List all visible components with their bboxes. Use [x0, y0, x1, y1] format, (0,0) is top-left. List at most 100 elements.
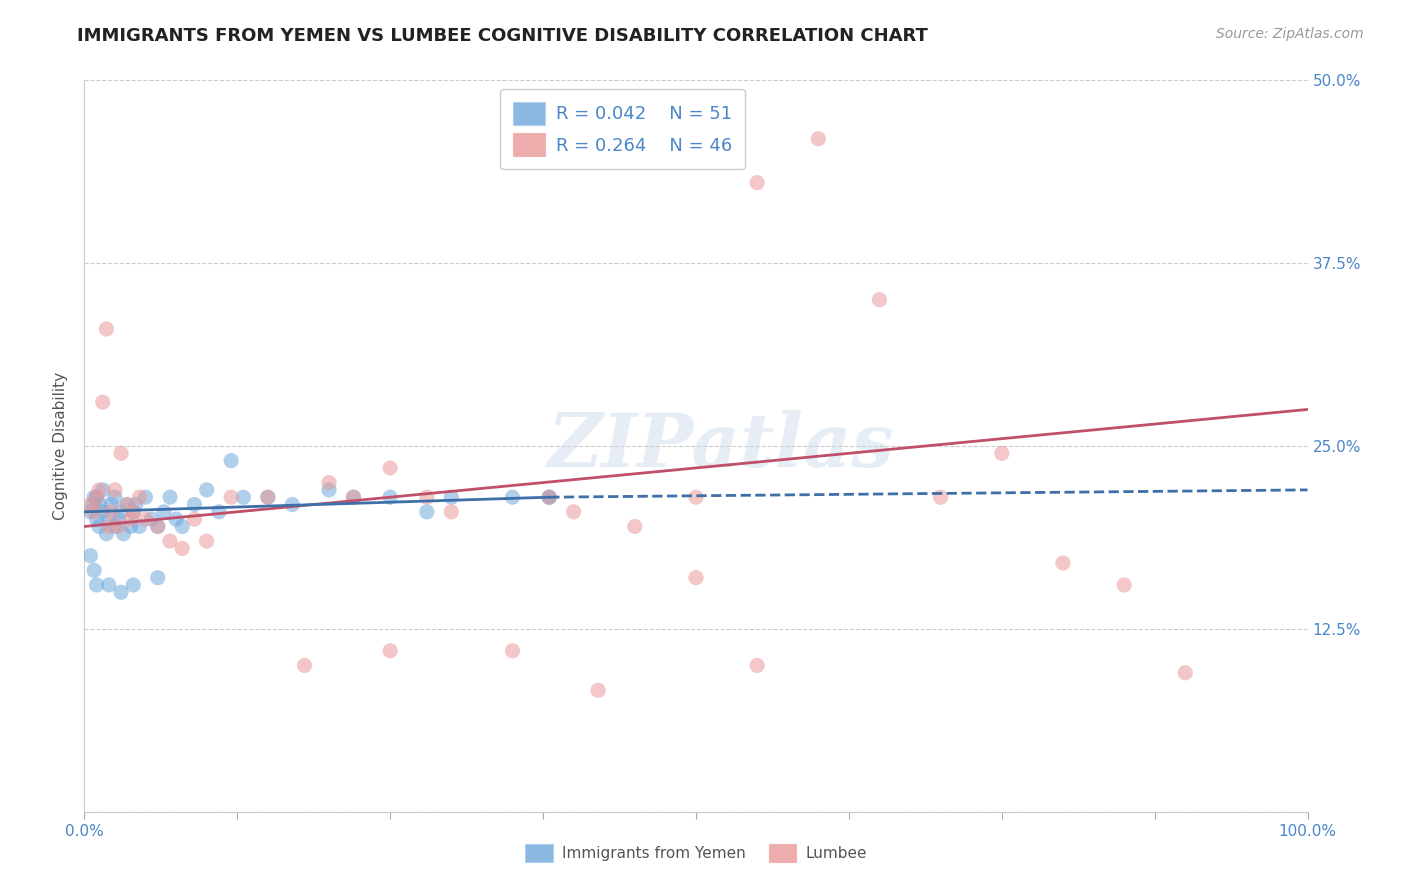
Point: [107, 512, 129, 526]
Point: [159, 490, 181, 504]
Point: [440, 505, 463, 519]
Point: [257, 490, 280, 504]
Point: [416, 490, 439, 504]
Point: [538, 490, 561, 504]
Point: [97, 519, 120, 533]
Point: [1052, 556, 1074, 570]
Point: [146, 571, 169, 585]
Point: [112, 526, 135, 541]
Point: [91, 505, 114, 519]
Point: [624, 519, 647, 533]
Point: [86, 512, 108, 526]
Point: [342, 490, 364, 504]
Point: [104, 483, 127, 497]
Point: [122, 505, 145, 519]
Point: [538, 490, 561, 504]
Text: Source: ZipAtlas.com: Source: ZipAtlas.com: [1216, 27, 1364, 41]
Point: [257, 490, 280, 504]
Point: [183, 498, 205, 512]
Point: [991, 446, 1014, 460]
Point: [87, 519, 110, 533]
Point: [146, 519, 169, 533]
Point: [195, 483, 218, 497]
Point: [538, 490, 561, 504]
Point: [120, 519, 142, 533]
Point: [120, 512, 142, 526]
Y-axis label: Cognitive Disability: Cognitive Disability: [53, 372, 69, 520]
Point: [100, 498, 122, 512]
Point: [208, 505, 231, 519]
Point: [562, 505, 585, 519]
Point: [380, 461, 402, 475]
Point: [146, 519, 169, 533]
Point: [318, 483, 340, 497]
Point: [79, 498, 101, 512]
Point: [281, 498, 304, 512]
Point: [83, 563, 105, 577]
Point: [869, 293, 891, 307]
Legend: Immigrants from Yemen, Lumbee: Immigrants from Yemen, Lumbee: [517, 836, 875, 870]
Point: [87, 483, 110, 497]
Point: [82, 498, 104, 512]
Point: [128, 519, 150, 533]
Point: [929, 490, 952, 504]
Point: [97, 512, 120, 526]
Point: [86, 578, 108, 592]
Point: [165, 512, 187, 526]
Point: [586, 683, 609, 698]
Point: [380, 490, 402, 504]
Point: [83, 490, 105, 504]
Point: [440, 490, 463, 504]
Point: [159, 534, 181, 549]
Point: [91, 395, 114, 409]
Point: [195, 534, 218, 549]
Point: [91, 483, 114, 497]
Point: [183, 512, 205, 526]
Point: [96, 526, 118, 541]
Point: [86, 490, 108, 504]
Point: [232, 490, 254, 504]
Point: [172, 541, 194, 556]
Text: IMMIGRANTS FROM YEMEN VS LUMBEE COGNITIVE DISABILITY CORRELATION CHART: IMMIGRANTS FROM YEMEN VS LUMBEE COGNITIV…: [77, 27, 928, 45]
Point: [416, 505, 439, 519]
Point: [807, 132, 830, 146]
Point: [97, 578, 120, 592]
Point: [318, 475, 340, 490]
Point: [122, 578, 145, 592]
Point: [122, 505, 145, 519]
Point: [685, 490, 707, 504]
Point: [135, 490, 157, 504]
Point: [502, 644, 524, 658]
Point: [79, 549, 101, 563]
Point: [107, 519, 129, 533]
Point: [96, 322, 118, 336]
Point: [79, 505, 101, 519]
Text: ZIPatlas: ZIPatlas: [547, 409, 894, 483]
Point: [110, 585, 132, 599]
Point: [747, 658, 769, 673]
Point: [342, 490, 364, 504]
Point: [219, 490, 242, 504]
Point: [83, 505, 105, 519]
Point: [110, 505, 132, 519]
Point: [1174, 665, 1197, 680]
Point: [153, 505, 176, 519]
Point: [135, 512, 157, 526]
Point: [115, 498, 138, 512]
Point: [172, 519, 194, 533]
Point: [104, 519, 127, 533]
Point: [128, 490, 150, 504]
Point: [110, 446, 132, 460]
Point: [115, 498, 138, 512]
Point: [125, 498, 148, 512]
Point: [104, 490, 127, 504]
Point: [100, 505, 122, 519]
Point: [685, 571, 707, 585]
Point: [219, 453, 242, 467]
Point: [747, 176, 769, 190]
Point: [294, 658, 316, 673]
Point: [141, 512, 163, 526]
Point: [1114, 578, 1136, 592]
Point: [89, 498, 111, 512]
Point: [502, 490, 524, 504]
